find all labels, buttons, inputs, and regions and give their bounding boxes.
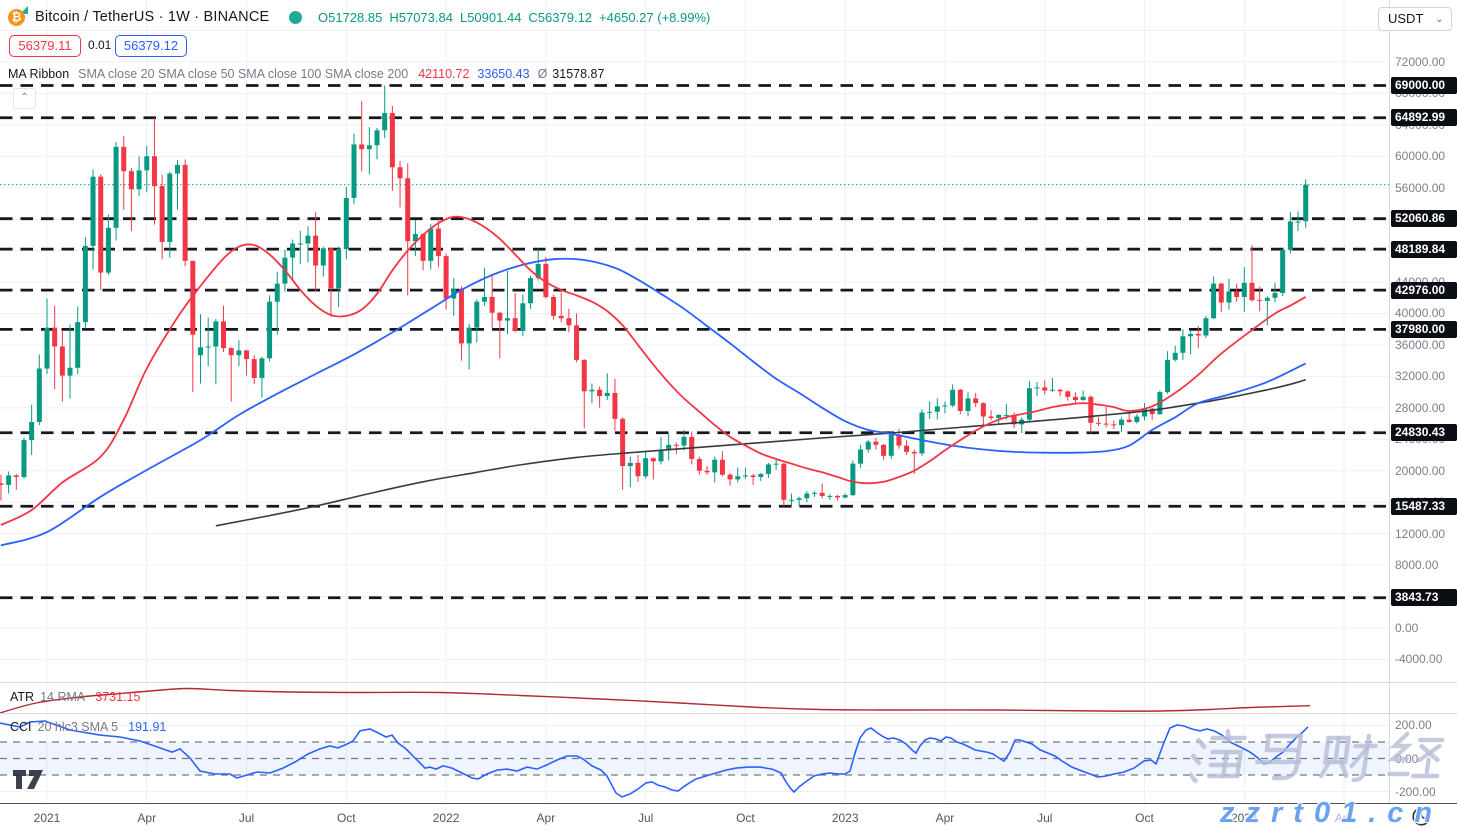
- pane-separator-main-atr[interactable]: [0, 682, 1457, 683]
- atr-value: 3731.15: [95, 690, 141, 704]
- cci-line: [0, 720, 1309, 798]
- time-axis-label: Apr: [1334, 811, 1354, 825]
- cci-name: CCI: [10, 720, 32, 734]
- cci-legend[interactable]: CCI 20 hlc3 SMA 5 191.91: [10, 720, 166, 734]
- ask-price-button[interactable]: 56379.12: [115, 35, 187, 57]
- time-axis-label: Jul: [637, 811, 654, 825]
- atr-legend[interactable]: ATR 14 RMA 3731.15: [10, 690, 140, 704]
- price-level-badge: 64892.99: [1391, 109, 1457, 127]
- ma-ribbon-legend[interactable]: MA Ribbon SMA close 20 SMA close 50 SMA c…: [8, 67, 604, 81]
- sma50-line: [0, 257, 1307, 547]
- time-axis-label: 2021: [33, 811, 61, 825]
- market-status-icon[interactable]: [289, 11, 302, 24]
- currency-selector[interactable]: USDT ⌄: [1378, 7, 1452, 31]
- price-tick-label: 20000.00: [1395, 463, 1446, 478]
- ma-ribbon-value-2: 33650.43: [477, 67, 530, 81]
- price-level-badge: 24830.43: [1391, 424, 1457, 442]
- price-level-badge: 42976.00: [1391, 281, 1457, 299]
- time-axis-label: 2022: [432, 811, 460, 825]
- time-axis-label: Apr: [935, 811, 955, 825]
- symbol-title[interactable]: Bitcoin / TetherUS · 1W · BINANCE: [35, 9, 270, 25]
- price-level-badge: 69000.00: [1391, 76, 1457, 94]
- price-tick-label: -4000.00: [1395, 652, 1443, 667]
- ma-ribbon-name: MA Ribbon: [8, 67, 70, 81]
- spread-value: 0.01: [88, 38, 112, 52]
- time-axis-label: Oct: [336, 811, 356, 825]
- atr-params: 14 RMA: [40, 690, 86, 704]
- bid-price-button[interactable]: 56379.11: [9, 35, 81, 57]
- ohlc-low: L50901.44: [459, 10, 522, 25]
- sma20-line: [0, 215, 1307, 526]
- price-level-badge: 52060.86: [1391, 210, 1457, 228]
- price-chart-canvas[interactable]: [0, 0, 1389, 833]
- price-tick-label: 72000.00: [1395, 54, 1446, 69]
- price-tick-label: 40000.00: [1395, 306, 1446, 321]
- candles-layer: [0, 85, 1309, 507]
- price-tick-label: 12000.00: [1395, 526, 1446, 541]
- ma-ribbon-value-1: 42110.72: [418, 67, 470, 81]
- ohlc-open: O51728.85: [318, 10, 383, 25]
- cci-value: 191.91: [128, 720, 167, 734]
- pane-separator-atr-cci[interactable]: [0, 713, 1457, 714]
- collapse-legend-button[interactable]: ⌃: [13, 88, 36, 109]
- price-tick-label: 8000.00: [1395, 558, 1439, 573]
- time-axis-label: Jul: [238, 811, 255, 825]
- bitcoin-icon: ₿: [8, 9, 25, 26]
- price-tick-label: 36000.00: [1395, 337, 1446, 352]
- price-tick-label: 60000.00: [1395, 149, 1446, 164]
- price-level-badge: 48189.84: [1391, 240, 1457, 258]
- price-level-badge: 37980.00: [1391, 320, 1457, 338]
- sma200-line: [215, 378, 1306, 527]
- time-axis-label: Apr: [137, 811, 157, 825]
- cci-tick-label: -200.00: [1395, 784, 1436, 799]
- atr-line: [0, 687, 1311, 714]
- countdown-clock-button[interactable]: [1411, 806, 1432, 827]
- ma-ribbon-params: SMA close 20 SMA close 50 SMA close 100 …: [78, 67, 409, 81]
- cci-tick-label: 200.00: [1395, 718, 1432, 733]
- time-axis-label: Oct: [736, 811, 755, 825]
- price-tick-label: 56000.00: [1395, 180, 1446, 195]
- chevron-down-icon: ⌄: [1434, 13, 1444, 25]
- currency-label: USDT: [1388, 11, 1424, 26]
- ma-ribbon-avg-value: 31578.87: [552, 67, 605, 81]
- price-level-badge: 3843.73: [1391, 589, 1457, 607]
- price-level-badge: 15487.33: [1391, 497, 1457, 515]
- price-axis[interactable]: 72000.0068000.0064000.0060000.0056000.00…: [1389, 0, 1457, 833]
- ohlc-change: +4650.27 (+8.99%): [599, 10, 711, 25]
- price-tick-label: 0.00: [1395, 621, 1419, 635]
- price-tick-label: 28000.00: [1395, 400, 1446, 415]
- time-axis[interactable]: 2021 Apr Jul Oct 2022 Apr Jul Oct 2023 Apr Jul Oct 2…: [0, 803, 1457, 834]
- atr-name: ATR: [10, 690, 35, 704]
- tradingview-logo[interactable]: [12, 769, 48, 791]
- ma-ribbon-avg-symbol: Ø: [537, 67, 548, 81]
- time-axis-label: Apr: [536, 811, 556, 825]
- price-tick-label: 32000.00: [1395, 369, 1446, 384]
- time-axis-label: Jul: [1037, 811, 1053, 825]
- time-axis-label: Oct: [1135, 811, 1154, 825]
- ohlc-close: C56379.12: [528, 10, 593, 25]
- ohlc-values: O51728.85 H57073.84 L50901.44 C56379.12 +465…: [318, 10, 717, 25]
- time-axis-label: 2024: [1230, 811, 1258, 825]
- ohlc-high: H57073.84: [389, 10, 453, 25]
- cci-params: 20 hlc3 SMA 5: [37, 720, 119, 734]
- cci-tick-label: 0.00: [1395, 751, 1419, 766]
- time-axis-label: 2023: [831, 811, 859, 825]
